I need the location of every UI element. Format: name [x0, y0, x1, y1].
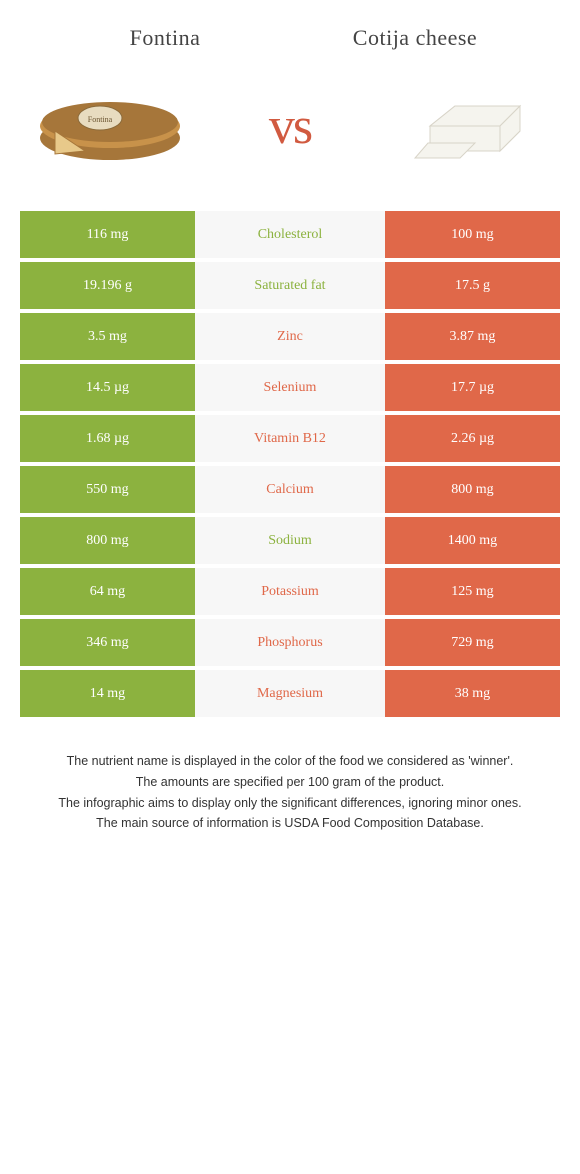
nutrient-name: Saturated fat [195, 262, 385, 309]
left-value: 14 mg [20, 670, 195, 717]
nutrient-name: Vitamin B12 [195, 415, 385, 462]
left-value: 64 mg [20, 568, 195, 615]
nutrient-name: Calcium [195, 466, 385, 513]
table-row: 19.196 gSaturated fat17.5 g [20, 262, 560, 309]
left-value: 1.68 µg [20, 415, 195, 462]
table-row: 550 mgCalcium800 mg [20, 466, 560, 513]
left-value: 116 mg [20, 211, 195, 258]
table-row: 800 mgSodium1400 mg [20, 517, 560, 564]
right-value: 17.5 g [385, 262, 560, 309]
footnote-line: The amounts are specified per 100 gram o… [30, 773, 550, 792]
cotija-icon [400, 76, 540, 176]
table-row: 64 mgPotassium125 mg [20, 568, 560, 615]
vs-label: vs [269, 97, 311, 156]
right-value: 17.7 µg [385, 364, 560, 411]
left-value: 3.5 mg [20, 313, 195, 360]
table-row: 14 mgMagnesium38 mg [20, 670, 560, 717]
nutrient-name: Potassium [195, 568, 385, 615]
left-value: 800 mg [20, 517, 195, 564]
table-row: 3.5 mgZinc3.87 mg [20, 313, 560, 360]
left-value: 346 mg [20, 619, 195, 666]
right-value: 38 mg [385, 670, 560, 717]
right-value: 800 mg [385, 466, 560, 513]
right-food-title: Cotija cheese [290, 25, 540, 51]
fontina-image: Fontina [30, 71, 190, 181]
left-value: 550 mg [20, 466, 195, 513]
left-food-title: Fontina [40, 25, 290, 51]
nutrient-name: Phosphorus [195, 619, 385, 666]
right-value: 2.26 µg [385, 415, 560, 462]
nutrient-name: Cholesterol [195, 211, 385, 258]
vs-row: Fontina vs [0, 61, 580, 211]
left-value: 14.5 µg [20, 364, 195, 411]
nutrient-name: Selenium [195, 364, 385, 411]
svg-text:Fontina: Fontina [88, 115, 113, 124]
footnote-line: The infographic aims to display only the… [30, 794, 550, 813]
table-row: 1.68 µgVitamin B122.26 µg [20, 415, 560, 462]
right-value: 1400 mg [385, 517, 560, 564]
right-value: 100 mg [385, 211, 560, 258]
nutrient-name: Zinc [195, 313, 385, 360]
right-value: 125 mg [385, 568, 560, 615]
footnotes: The nutrient name is displayed in the co… [30, 752, 550, 833]
right-value: 3.87 mg [385, 313, 560, 360]
table-row: 14.5 µgSelenium17.7 µg [20, 364, 560, 411]
nutrient-name: Sodium [195, 517, 385, 564]
fontina-icon: Fontina [30, 76, 190, 176]
footnote-line: The nutrient name is displayed in the co… [30, 752, 550, 771]
nutrient-name: Magnesium [195, 670, 385, 717]
nutrient-table: 116 mgCholesterol100 mg19.196 gSaturated… [20, 211, 560, 717]
left-value: 19.196 g [20, 262, 195, 309]
right-value: 729 mg [385, 619, 560, 666]
table-row: 346 mgPhosphorus729 mg [20, 619, 560, 666]
table-row: 116 mgCholesterol100 mg [20, 211, 560, 258]
cotija-image [390, 71, 550, 181]
footnote-line: The main source of information is USDA F… [30, 814, 550, 833]
header-row: Fontina Cotija cheese [0, 0, 580, 61]
